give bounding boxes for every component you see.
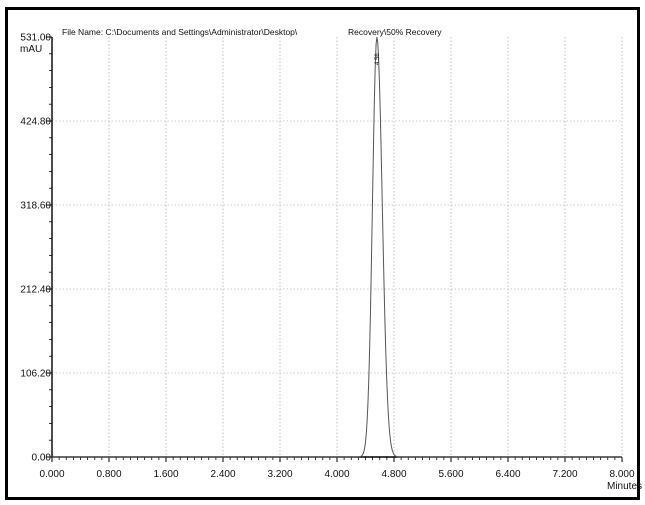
y-tick-label: 0.00 bbox=[32, 453, 52, 464]
x-tick-labels: 0.000 0.800 1.600 2.400 3.200 4.000 4.800 5.600… bbox=[39, 469, 634, 480]
y-tick-label: 531.00 bbox=[20, 33, 51, 44]
y-tick-label: 318.60 bbox=[20, 201, 51, 212]
x-tick-label: 8.000 bbox=[609, 469, 634, 480]
x-tick-label: 2.400 bbox=[210, 469, 235, 480]
x-tick-label: 0.800 bbox=[96, 469, 121, 480]
y-tick-labels: 0.00 106.20 212.40 318.60 424.80 531.00 bbox=[20, 33, 51, 464]
x-tick-label: 7.200 bbox=[552, 469, 577, 480]
x-tick-label: 5.600 bbox=[438, 469, 463, 480]
tick-marks bbox=[46, 36, 623, 462]
chromatogram-trace bbox=[52, 36, 622, 458]
x-tick-label: 0.000 bbox=[39, 469, 64, 480]
x-tick-label: 1.600 bbox=[153, 469, 178, 480]
y-tick-label: 106.20 bbox=[20, 369, 51, 380]
x-tick-label: 4.000 bbox=[324, 469, 349, 480]
gridlines bbox=[52, 37, 623, 457]
x-axis-label: Minutes bbox=[607, 481, 642, 492]
y-tick-label: 424.80 bbox=[20, 117, 51, 128]
file-name-label: File Name: C:\Documents and Settings\Adm… bbox=[62, 27, 298, 37]
outer-frame bbox=[5, 7, 640, 500]
x-tick-label: 6.400 bbox=[495, 469, 520, 480]
y-axis-label: mAU bbox=[20, 44, 42, 55]
x-tick-label: 4.800 bbox=[381, 469, 406, 480]
peak-label: 4.56 bbox=[375, 53, 381, 65]
x-tick-label: 3.200 bbox=[267, 469, 292, 480]
sample-name-label: Recovery\50% Recovery bbox=[348, 27, 442, 37]
y-tick-label: 212.40 bbox=[20, 285, 51, 296]
